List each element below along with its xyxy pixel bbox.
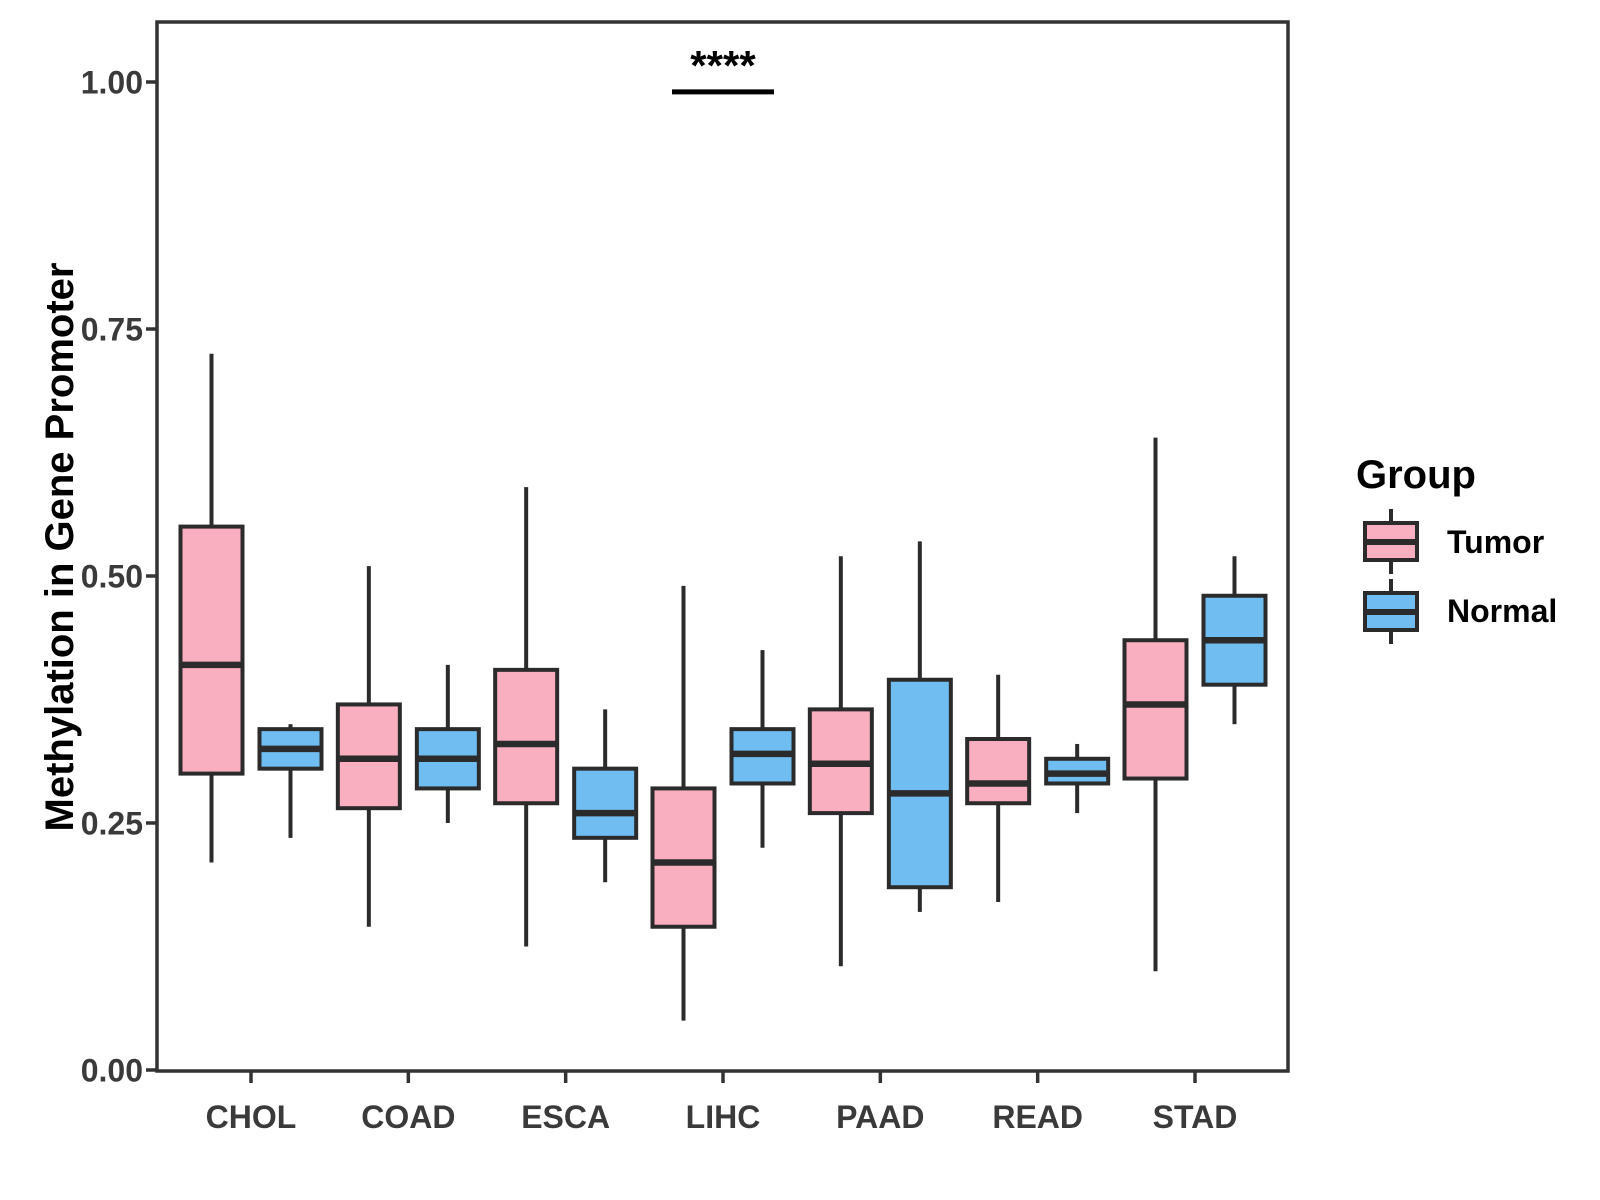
boxplot-stad-normal xyxy=(1201,556,1268,725)
iqr-box xyxy=(650,786,717,929)
boxplot-read-tumor xyxy=(965,674,1032,903)
significance-annotation: **** xyxy=(671,42,774,95)
legend-title: Group xyxy=(1356,453,1476,497)
boxplot-stad-tumor xyxy=(1122,437,1189,972)
legend: Group Tumor Normal xyxy=(1356,453,1557,644)
y-tick-label: 0.25 xyxy=(81,806,143,842)
iqr-box xyxy=(493,667,560,806)
boxplot-layer xyxy=(178,353,1268,1021)
iqr-box xyxy=(572,766,639,840)
boxplot-esca-tumor xyxy=(493,487,560,947)
legend-key-tumor xyxy=(1363,509,1419,574)
boxplot-chol-tumor xyxy=(178,353,245,863)
x-tick-label: STAD xyxy=(1153,1099,1238,1135)
y-tick-label: 1.00 xyxy=(81,65,143,101)
y-tick-label: 0.00 xyxy=(81,1053,143,1089)
iqr-box xyxy=(965,737,1032,806)
significance-stars: **** xyxy=(690,42,756,89)
iqr-box xyxy=(886,677,953,890)
x-tick-label: CHOL xyxy=(206,1099,297,1135)
legend-glyphs xyxy=(1363,509,1419,644)
legend-key-normal xyxy=(1363,579,1419,644)
boxplot-lihc-tumor xyxy=(650,585,717,1021)
boxplot-chol-normal xyxy=(257,724,324,838)
iqr-box xyxy=(1122,638,1189,781)
boxplot-coad-tumor xyxy=(335,566,402,927)
x-tick-label: ESCA xyxy=(521,1099,610,1135)
y-tick-label: 0.50 xyxy=(81,559,143,595)
legend-label-normal: Normal xyxy=(1447,593,1557,629)
x-tick-label: PAAD xyxy=(836,1099,924,1135)
x-tick-label: READ xyxy=(992,1099,1083,1135)
boxplot-esca-normal xyxy=(572,709,639,883)
y-axis-title: Methylation in Gene Promoter xyxy=(38,263,82,832)
boxplot-read-normal xyxy=(1044,743,1111,814)
y-tick-label: 0.75 xyxy=(81,312,143,348)
axes-layer: 1.00 0.75 0.50 0.25 0.00 CHOL COAD ESCA LIHC PAAD… xyxy=(81,65,1238,1136)
boxplot-coad-normal xyxy=(414,664,481,823)
boxplot-paad-normal xyxy=(886,541,953,912)
x-tick-label: COAD xyxy=(361,1099,455,1135)
boxplot-lihc-normal xyxy=(729,650,796,848)
iqr-box xyxy=(178,524,245,776)
boxplot-paad-tumor xyxy=(807,556,874,967)
plot-panel-border xyxy=(155,20,1290,1073)
legend-label-tumor: Tumor xyxy=(1447,524,1544,560)
x-tick-label: LIHC xyxy=(686,1099,761,1135)
